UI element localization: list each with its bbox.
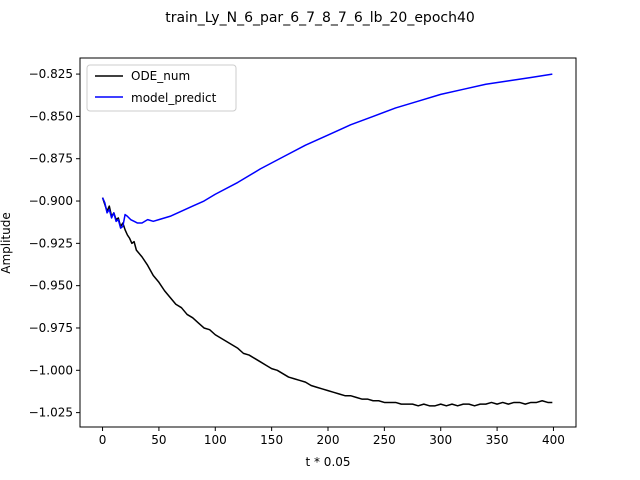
legend-label-ode-num: ODE_num [131,69,190,83]
x-tick-label: 350 [486,433,509,447]
series-line-model-predict [101,73,553,229]
x-tick-label: 200 [317,433,340,447]
y-tick-label: −0.875 [29,152,73,166]
series-layer [101,73,553,407]
y-tick-label: −1.025 [29,406,73,420]
y-tick-label: −0.950 [29,279,73,293]
legend-box [86,64,237,112]
plot-area-frame [79,57,577,428]
y-tick-label: −0.825 [29,67,73,81]
y-tick-label: −0.900 [29,194,73,208]
y-tick-label: −0.850 [29,109,73,123]
y-axis-label: Amplitude [0,212,13,274]
x-tick-label: 250 [373,433,396,447]
y-axis: −0.825 −0.850 −0.875 −0.900 −0.925 −0.950 −0.9… [29,67,80,420]
y-tick-label: −0.975 [29,321,73,335]
legend-label-model-predict: model_predict [131,91,217,105]
x-tick-label: 100 [204,433,227,447]
x-axis-label: t * 0.05 [305,455,350,469]
x-tick-label: 150 [260,433,283,447]
x-axis: 0 50 100 150 200 250 300 350 400 [99,427,565,447]
y-tick-label: −1.000 [29,363,73,377]
x-tick-label: 50 [151,433,166,447]
y-tick-label: −0.925 [29,236,73,250]
legend: ODE_num model_predict [86,64,237,112]
x-tick-label: 400 [542,433,565,447]
x-tick-label: 0 [99,433,107,447]
chart-title: train_Ly_N_6_par_6_7_8_7_6_lb_20_epoch40 [165,10,475,26]
x-tick-label: 300 [429,433,452,447]
series-line-ode-num [101,197,553,407]
